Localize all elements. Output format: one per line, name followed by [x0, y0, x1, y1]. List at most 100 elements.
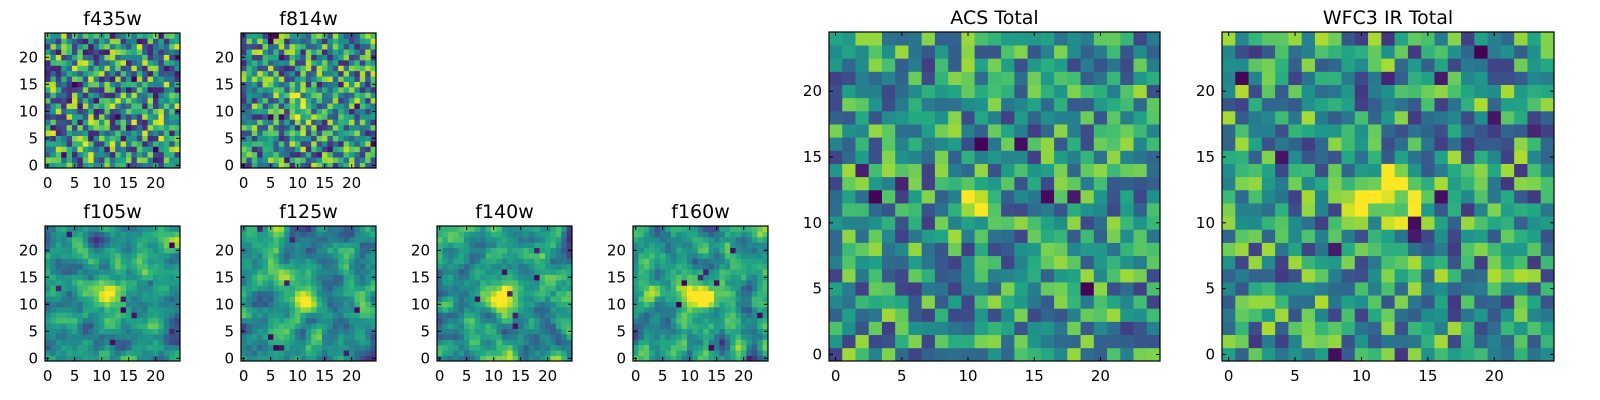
heatmap-cell: [241, 339, 247, 346]
heatmap-cell: [305, 114, 312, 120]
heatmap-cell: [359, 54, 366, 61]
heatmap-cell: [523, 344, 530, 351]
heatmap-cell: [1434, 282, 1449, 296]
heatmap-cell: [77, 43, 84, 50]
heatmap-cell: [895, 229, 909, 243]
heatmap-cell: [757, 339, 763, 346]
heatmap-cell: [1487, 189, 1502, 204]
heatmap-cell: [458, 296, 465, 302]
heatmap-cell: [169, 60, 175, 66]
heatmap-cell: [246, 328, 253, 335]
heatmap-cell: [868, 163, 883, 178]
heatmap-cell: [496, 350, 503, 356]
heatmap-cell: [66, 328, 73, 335]
heatmap-cell: [442, 263, 449, 270]
heatmap-cell: [491, 258, 497, 265]
heatmap-cell: [55, 350, 62, 356]
heatmap-cell: [126, 301, 132, 308]
heatmap-cell: [268, 60, 274, 66]
heatmap-cell: [687, 334, 693, 340]
heatmap-cell: [82, 141, 89, 147]
heatmap-cell: [109, 135, 116, 142]
heatmap-cell: [295, 65, 301, 72]
heatmap-cell: [1067, 163, 1081, 178]
heatmap-cell: [480, 226, 486, 232]
heatmap-cell: [120, 301, 127, 308]
heatmap-cell: [1341, 163, 1356, 178]
heatmap-cell: [66, 242, 73, 248]
heatmap-cell: [1235, 295, 1249, 309]
heatmap-cell: [163, 253, 170, 259]
heatmap-cell: [741, 285, 747, 292]
heatmap-cell: [829, 308, 843, 322]
heatmap-cell: [895, 334, 909, 349]
heatmap-cell: [142, 60, 148, 66]
heatmap-cell: [1248, 242, 1263, 257]
heatmap-cell: [50, 119, 57, 126]
heatmap-cell: [311, 108, 317, 115]
heatmap-cell: [104, 162, 111, 169]
heatmap-cell: [730, 236, 736, 243]
heatmap-cell: [120, 328, 127, 335]
heatmap-cell: [1421, 150, 1435, 164]
heatmap-cell: [332, 301, 339, 308]
heatmap-cell: [1146, 242, 1161, 257]
heatmap-cell: [491, 296, 497, 302]
heatmap-cell: [1275, 321, 1289, 336]
heatmap-cell: [163, 296, 170, 302]
heatmap-cell: [961, 124, 975, 138]
heatmap-cell: [153, 339, 159, 346]
heatmap-cell: [311, 162, 317, 169]
heatmap-cell: [1067, 242, 1081, 257]
heatmap-cell: [354, 33, 361, 39]
heatmap-cell: [1027, 124, 1042, 138]
heatmap-cell: [1133, 124, 1148, 138]
heatmap-cell: [1014, 308, 1028, 322]
heatmap-cell: [99, 87, 105, 93]
heatmap-cell: [708, 301, 715, 308]
heatmap-cell: [169, 253, 175, 259]
heatmap-cell: [469, 285, 476, 292]
heatmap-cell: [147, 301, 154, 308]
heatmap-cell: [262, 135, 269, 142]
heatmap-cell: [50, 323, 57, 329]
heatmap-cell: [566, 350, 573, 356]
heatmap-cell: [697, 269, 704, 275]
heatmap-cell: [273, 157, 280, 163]
heatmap-cell: [45, 296, 51, 302]
heatmap-cell: [311, 312, 317, 319]
heatmap-cell: [681, 280, 688, 286]
heatmap-cell: [349, 344, 355, 351]
heatmap-cell: [714, 258, 720, 265]
heatmap-cell: [1368, 321, 1382, 336]
heatmap-cell: [174, 151, 181, 158]
heatmap-cell: [741, 344, 747, 351]
heatmap-cell: [55, 290, 62, 297]
heatmap-cell: [1474, 176, 1488, 191]
heatmap-cell: [99, 70, 105, 77]
heatmap-cell: [665, 247, 672, 254]
heatmap-cell: [757, 290, 763, 297]
heatmap-cell: [174, 242, 181, 248]
heatmap-cell: [1261, 189, 1276, 204]
heatmap-cell: [1354, 308, 1369, 322]
heatmap-cell: [1421, 216, 1435, 230]
heatmap-cell: [464, 307, 470, 313]
heatmap-cell: [169, 65, 175, 72]
heatmap-cell: [163, 54, 170, 61]
heatmap-cell: [82, 307, 89, 313]
heatmap-cell: [158, 296, 165, 302]
heatmap-cell: [523, 247, 530, 254]
heatmap-cell: [751, 258, 758, 265]
heatmap-cell: [50, 307, 57, 313]
heatmap-cell: [1421, 255, 1435, 270]
heatmap-cell: [354, 226, 361, 232]
heatmap-cell: [273, 81, 280, 88]
heatmap-cell: [762, 226, 769, 232]
heatmap-cell: [82, 114, 89, 120]
heatmap-cell: [1328, 308, 1342, 322]
heatmap-cell: [681, 226, 688, 232]
heatmap-cell: [169, 263, 175, 270]
heatmap-cell: [437, 290, 443, 297]
